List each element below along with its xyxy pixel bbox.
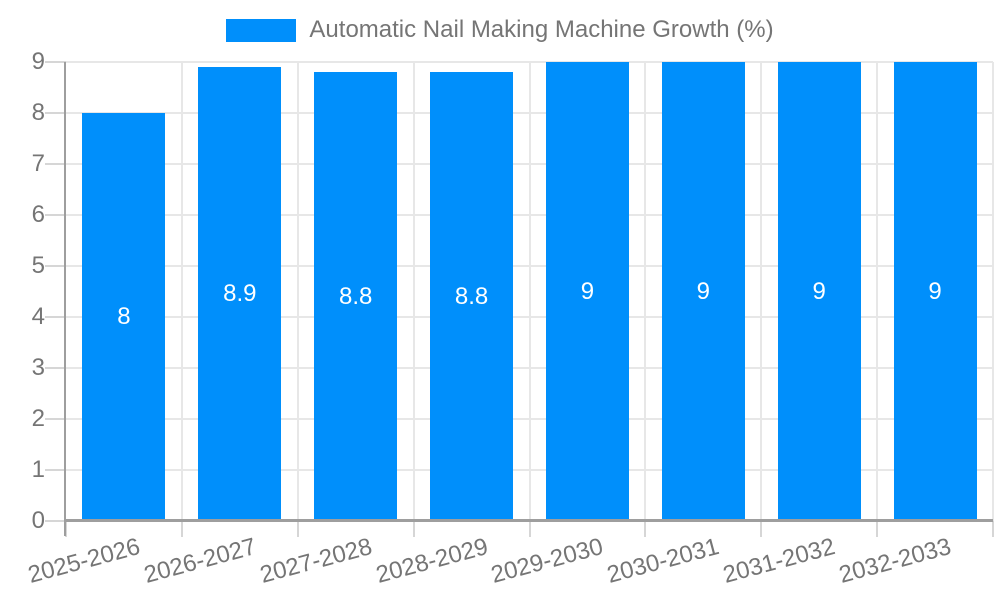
plot-area: 8 8.9 8.8 8.8 9 9 9 9 xyxy=(66,61,994,521)
y-axis-line xyxy=(64,62,66,536)
bar[interactable]: 8.8 xyxy=(314,72,398,521)
x-axis-line xyxy=(66,519,993,522)
x-axis-tick xyxy=(65,521,67,537)
x-axis-tick xyxy=(992,521,994,537)
chart-title: Automatic Nail Making Machine Growth (%) xyxy=(309,16,774,43)
bar-value-label: 8.8 xyxy=(454,282,489,310)
y-axis-label: 7 xyxy=(31,150,45,177)
bar[interactable]: 9 xyxy=(661,62,745,521)
x-axis-tick xyxy=(296,521,299,537)
y-axis-tick xyxy=(45,367,66,369)
x-axis-tick xyxy=(180,521,183,537)
y-axis-tick xyxy=(45,61,66,63)
y-axis-label: 1 xyxy=(31,456,45,483)
bar[interactable]: 9 xyxy=(545,62,629,521)
x-axis-tick xyxy=(760,521,763,537)
y-axis-tick xyxy=(45,214,66,216)
x-axis-tick xyxy=(876,521,879,537)
bar-value-label: 8 xyxy=(117,303,131,330)
legend: Automatic Nail Making Machine Growth (%) xyxy=(0,16,1000,44)
legend-item[interactable]: Automatic Nail Making Machine Growth (%) xyxy=(226,16,774,44)
y-axis-label: 3 xyxy=(31,354,45,381)
y-axis-tick xyxy=(45,520,66,522)
v-gridline xyxy=(760,62,763,521)
bar-value-label: 9 xyxy=(928,277,942,305)
v-gridline xyxy=(296,62,299,521)
bar[interactable]: 8 xyxy=(82,113,166,521)
bar-value-label: 9 xyxy=(812,277,826,305)
x-axis-tick xyxy=(644,521,647,537)
y-axis-label: 5 xyxy=(31,252,45,279)
bar-value-label: 8.8 xyxy=(339,282,373,310)
y-axis-label: 9 xyxy=(31,48,45,75)
v-gridline xyxy=(644,62,647,521)
x-axis-tick xyxy=(528,521,531,537)
bar[interactable]: 8.8 xyxy=(430,72,514,521)
y-axis-tick xyxy=(45,316,66,318)
v-gridline xyxy=(528,62,531,521)
y-axis-tick xyxy=(45,265,66,267)
v-gridline xyxy=(876,62,879,521)
x-axis-tick xyxy=(412,521,415,537)
legend-swatch xyxy=(226,18,297,42)
bar-value-label: 8.9 xyxy=(223,280,257,308)
v-gridline xyxy=(180,62,183,521)
y-axis-label: 8 xyxy=(31,99,45,126)
y-axis-label: 0 xyxy=(31,507,45,534)
v-gridline xyxy=(412,62,415,521)
y-axis-tick xyxy=(45,163,66,165)
y-axis-label: 4 xyxy=(31,303,45,330)
bar-value-label: 9 xyxy=(580,277,595,305)
y-axis-label: 6 xyxy=(31,201,45,228)
y-axis-label: 2 xyxy=(31,405,45,432)
y-axis-tick xyxy=(45,469,66,471)
bar[interactable]: 8.9 xyxy=(198,67,282,521)
v-gridline xyxy=(992,62,994,521)
y-axis-tick xyxy=(45,112,66,114)
bar-value-label: 9 xyxy=(696,277,710,305)
bar[interactable]: 9 xyxy=(777,62,861,521)
y-axis-tick xyxy=(45,418,66,420)
bar[interactable]: 9 xyxy=(893,62,977,521)
